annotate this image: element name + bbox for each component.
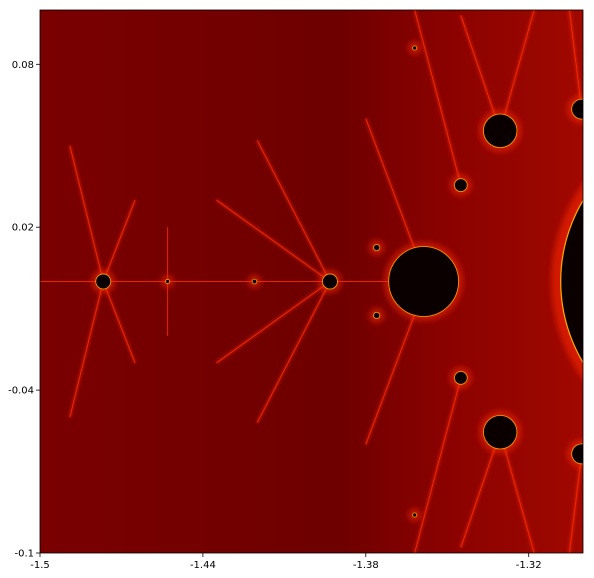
cardioid-rim: [560, 199, 583, 364]
bulb: [322, 274, 338, 289]
filament: [460, 15, 501, 131]
bulb-rim: [483, 414, 518, 450]
bulb: [454, 179, 467, 192]
bulb: [389, 247, 459, 316]
filament: [499, 432, 535, 553]
bulb-rim: [373, 243, 381, 252]
bulb-rim: [483, 113, 518, 149]
x-tick-label: -1.44: [190, 560, 216, 571]
filament: [256, 140, 331, 282]
mandelbrot-set: [96, 46, 583, 517]
bulb: [483, 415, 517, 449]
bulb: [373, 312, 380, 319]
bulb: [483, 114, 517, 148]
bulb: [252, 279, 257, 284]
filament: [499, 10, 535, 131]
filament: [568, 453, 583, 553]
y-axis: -0.1 -0.04 0.02 0.08: [8, 60, 40, 560]
boundary-rim: [95, 45, 583, 518]
bulb: [96, 274, 111, 289]
filament: [69, 145, 104, 282]
x-tick-label: -1.32: [516, 560, 542, 571]
y-tick-label: 0.02: [12, 223, 34, 234]
bulb-rim: [165, 278, 171, 285]
bulb-rim: [571, 98, 583, 120]
filament: [216, 281, 331, 364]
bulb: [572, 444, 583, 464]
filament: [365, 118, 416, 250]
bulb-rim: [388, 246, 460, 317]
y-tick-label: -0.04: [8, 386, 34, 397]
filaments: [40, 10, 583, 553]
plot-frame: [39, 9, 584, 554]
bulb: [413, 513, 417, 517]
bulb: [373, 244, 380, 251]
filament: [568, 10, 583, 110]
bulb-rim: [453, 178, 468, 192]
x-axis: -1.5 -1.44 -1.38 -1.32: [30, 553, 542, 571]
filament: [69, 281, 104, 418]
bulb: [413, 46, 417, 50]
filament: [256, 281, 331, 423]
bulb: [454, 371, 467, 384]
filament: [216, 199, 331, 282]
main-cardioid: [561, 201, 583, 362]
filament: [365, 313, 416, 445]
bulb-rim: [412, 45, 418, 51]
bulb-rim: [373, 311, 381, 320]
y-tick-label: 0.08: [12, 60, 34, 71]
bulb: [572, 99, 583, 119]
bulb-rim: [453, 371, 468, 385]
filament: [414, 10, 462, 186]
y-tick-label: -0.1: [14, 549, 34, 560]
bulb-rim: [412, 512, 418, 518]
bulb: [165, 279, 170, 284]
filament: [102, 281, 136, 364]
x-tick-label: -1.5: [30, 560, 50, 571]
bulb-rim: [571, 443, 583, 465]
filament: [102, 199, 136, 282]
bulb-rim: [95, 273, 112, 290]
x-tick-label: -1.38: [353, 560, 379, 571]
filament: [460, 432, 501, 548]
bulb-rim: [322, 273, 338, 290]
bulb-rim: [251, 278, 258, 285]
filament: [414, 377, 462, 553]
